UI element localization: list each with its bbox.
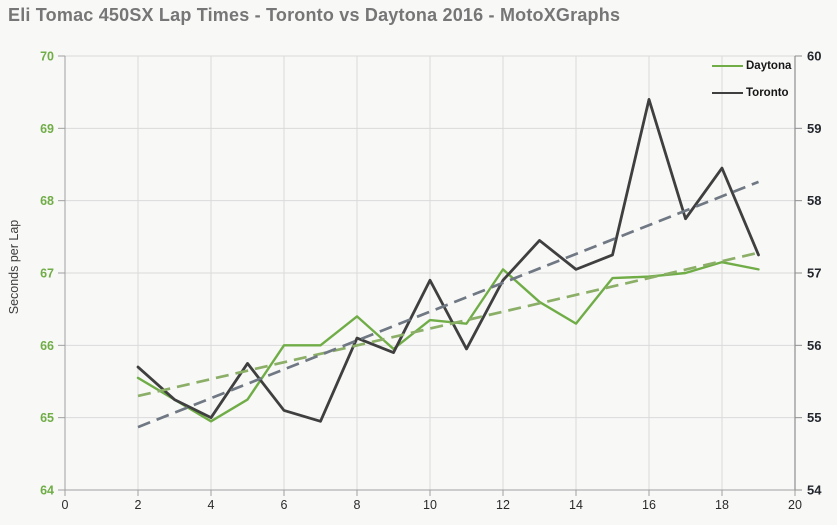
left-axis-tick-label: 64 bbox=[40, 484, 54, 498]
toronto-line-swatch bbox=[712, 92, 743, 94]
x-axis-tick-label: 4 bbox=[208, 498, 215, 512]
legend-label-daytona: Daytona bbox=[746, 60, 792, 72]
x-axis-tick-label: 16 bbox=[642, 498, 656, 512]
x-axis-tick-label: 14 bbox=[569, 498, 583, 512]
daytona-line bbox=[136, 260, 760, 423]
y-axis-title: Seconds per Lap bbox=[7, 219, 21, 315]
right-axis-tick-label: 54 bbox=[807, 483, 822, 498]
gridlines bbox=[65, 55, 795, 490]
legend-entry-toronto: Toronto bbox=[712, 87, 791, 99]
legend: Daytona Toronto bbox=[712, 60, 791, 99]
x-axis-tick-label: 8 bbox=[354, 498, 361, 512]
legend-entry-daytona: Daytona bbox=[712, 60, 791, 72]
data-series bbox=[136, 98, 760, 423]
axes bbox=[58, 55, 802, 496]
left-axis-tick-label: 70 bbox=[40, 50, 54, 64]
x-axis-tick-label: 18 bbox=[715, 498, 729, 512]
x-axis-tick-label: 20 bbox=[788, 498, 802, 512]
left-axis-tick-label: 69 bbox=[40, 122, 54, 136]
x-axis-tick-label: 10 bbox=[423, 498, 437, 512]
legend-label-toronto: Toronto bbox=[746, 87, 789, 99]
daytona-trend bbox=[137, 251, 759, 398]
right-axis-tick-label: 58 bbox=[807, 193, 821, 208]
toronto-trend bbox=[137, 180, 759, 429]
x-axis-tick-label: 0 bbox=[62, 498, 69, 512]
right-axis-tick-label: 57 bbox=[807, 266, 821, 281]
daytona-line-swatch bbox=[712, 65, 743, 67]
x-axis-tick-label: 12 bbox=[496, 498, 510, 512]
chart-title: Eli Tomac 450SX Lap Times - Toronto vs D… bbox=[8, 5, 621, 25]
toronto-line bbox=[136, 98, 760, 423]
left-axis-tick-label: 65 bbox=[40, 411, 54, 425]
left-axis-tick-label: 66 bbox=[40, 339, 54, 353]
left-axis-tick-label: 67 bbox=[40, 267, 54, 281]
left-axis-tick-label: 68 bbox=[40, 194, 54, 208]
x-axis-tick-label: 6 bbox=[281, 498, 288, 512]
right-axis-tick-label: 56 bbox=[807, 338, 821, 353]
trendlines bbox=[137, 180, 759, 429]
right-axis-tick-label: 55 bbox=[807, 410, 821, 425]
right-axis-tick-label: 60 bbox=[807, 49, 821, 64]
right-axis-tick-label: 59 bbox=[807, 121, 821, 136]
x-axis-tick-label: 2 bbox=[135, 498, 142, 512]
